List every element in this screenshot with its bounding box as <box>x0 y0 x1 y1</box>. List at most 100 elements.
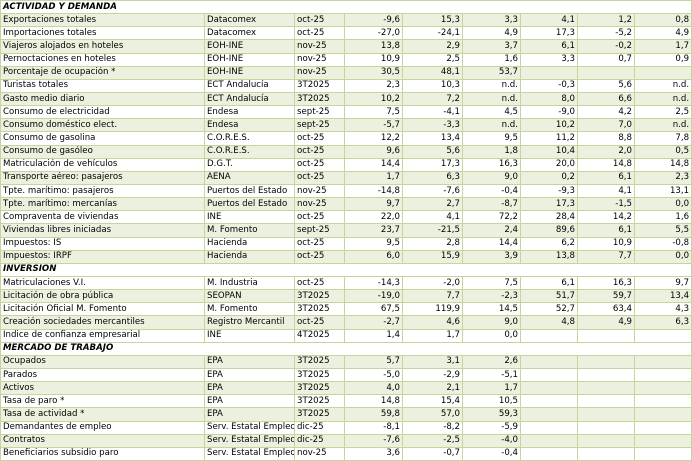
value-cell <box>520 367 578 383</box>
value-cell: 13,4 <box>633 289 692 304</box>
period: oct-25 <box>294 26 345 41</box>
period: nov-25 <box>294 197 345 212</box>
indicator: Importaciones totales <box>0 26 205 41</box>
value-cell: 20,0 <box>520 157 578 172</box>
data-row: Turistas totales ECT Andalucía 3T2025 2,3 10… <box>0 78 692 93</box>
value-cell: 9,7 <box>344 197 403 212</box>
value-cell: 0,0 <box>633 197 692 212</box>
value-cell: 14,4 <box>344 157 403 172</box>
value-cell: -5,0 <box>344 367 403 383</box>
value-cell <box>520 328 578 343</box>
value-cell: 5,6 <box>402 144 463 159</box>
value-cell: -8,7 <box>462 197 521 212</box>
value-cell: 63,4 <box>577 302 635 317</box>
value-cell: -27,0 <box>344 26 403 41</box>
indicator: Porcentaje de ocupación * <box>0 65 205 80</box>
source: Puertos del Estado <box>204 197 295 212</box>
source: SEOPAN <box>204 289 295 304</box>
value-cell: 4,1 <box>577 183 635 199</box>
value-cell: 0,8 <box>633 13 692 28</box>
value-cell: 4,9 <box>462 26 521 41</box>
value-cell: 3,3 <box>520 52 578 67</box>
value-cell: 6,1 <box>577 170 635 185</box>
value-cell <box>520 354 578 369</box>
indicator: Índice de confianza empresarial <box>0 328 205 343</box>
value-cell: -9,6 <box>344 13 403 28</box>
value-cell: 10,3 <box>402 78 463 93</box>
value-cell: 8,8 <box>577 131 635 146</box>
value-cell: 4,9 <box>633 26 692 41</box>
value-cell: 14,5 <box>462 302 521 317</box>
data-row: Transporte aéreo: pasajeros AENA oct-25 1,7… <box>0 170 692 185</box>
value-cell: 7,5 <box>462 275 521 291</box>
value-cell: -7,6 <box>402 183 463 199</box>
value-cell: 0,7 <box>577 52 635 67</box>
source: D.G.T. <box>204 157 295 172</box>
indicator: Consumo de gasolina <box>0 131 205 146</box>
value-cell: 1,6 <box>633 210 692 225</box>
value-cell: -19,0 <box>344 289 403 304</box>
indicator: Impuestos: IRPF <box>0 249 205 264</box>
period: dic-25 <box>294 433 345 448</box>
value-cell: 23,7 <box>344 223 403 238</box>
value-cell: 14,8 <box>577 157 635 172</box>
indicator: Ocupados <box>0 354 205 369</box>
value-cell <box>520 407 578 422</box>
value-cell: 2,5 <box>402 52 463 67</box>
value-cell: -0,8 <box>633 236 692 251</box>
value-cell: 3,9 <box>462 249 521 264</box>
value-cell <box>633 407 692 422</box>
period: sept-25 <box>294 118 345 133</box>
value-cell <box>577 446 635 461</box>
value-cell: -4,0 <box>462 433 521 448</box>
data-row: Índice de confianza empresarial INE 4T2025… <box>0 328 692 343</box>
value-cell: -24,1 <box>402 26 463 41</box>
value-cell <box>520 446 578 461</box>
indicator: Tpte. marítimo: pasajeros <box>0 183 205 199</box>
value-cell: -8,1 <box>344 420 403 435</box>
value-cell: 14,4 <box>462 236 521 251</box>
source: M. Industria <box>204 275 295 291</box>
section-title: MERCADO DE TRABAJO <box>0 341 692 356</box>
value-cell: -14,8 <box>344 183 403 199</box>
value-cell: -21,5 <box>402 223 463 238</box>
indicator: Matriculación de vehículos <box>0 157 205 172</box>
value-cell: n.d. <box>462 118 521 133</box>
indicator: Beneficiarios subsidio paro <box>0 446 205 461</box>
source: Datacomex <box>204 13 295 28</box>
value-cell: 5,6 <box>577 78 635 93</box>
value-cell: 16,3 <box>462 157 521 172</box>
source: EPA <box>204 407 295 422</box>
period: sept-25 <box>294 105 345 120</box>
source: C.O.R.E.S. <box>204 131 295 146</box>
value-cell: 3,1 <box>402 354 463 369</box>
value-cell: 52,7 <box>520 302 578 317</box>
value-cell: -3,3 <box>402 118 463 133</box>
value-cell <box>577 420 635 435</box>
value-cell <box>520 381 578 396</box>
value-cell: 10,9 <box>577 236 635 251</box>
value-cell: 7,8 <box>633 131 692 146</box>
value-cell <box>520 420 578 435</box>
source: C.O.R.E.S. <box>204 144 295 159</box>
value-cell: 1,7 <box>633 39 692 54</box>
period: nov-25 <box>294 183 345 199</box>
data-row: Activos EPA 3T2025 4,0 2,1 1,7 <box>0 381 692 396</box>
value-cell <box>577 354 635 369</box>
value-cell: 2,5 <box>633 105 692 120</box>
source: INE <box>204 328 295 343</box>
value-cell: -5,2 <box>577 26 635 41</box>
value-cell: 1,7 <box>462 381 521 396</box>
period: oct-25 <box>294 210 345 225</box>
period: 3T2025 <box>294 289 345 304</box>
value-cell: 10,2 <box>520 118 578 133</box>
data-row: Matriculación de vehículos D.G.T. oct-25 14… <box>0 157 692 172</box>
data-row: Beneficiarios subsidio paro Serv. Estatal… <box>0 446 692 461</box>
value-cell: 6,3 <box>402 170 463 185</box>
value-cell: -1,5 <box>577 197 635 212</box>
value-cell: 9,6 <box>344 144 403 159</box>
period: 3T2025 <box>294 394 345 409</box>
source: Serv. Estatal Empleo <box>204 446 295 461</box>
data-row: Pernoctaciones en hoteles EOH-INE nov-25 10… <box>0 52 692 67</box>
